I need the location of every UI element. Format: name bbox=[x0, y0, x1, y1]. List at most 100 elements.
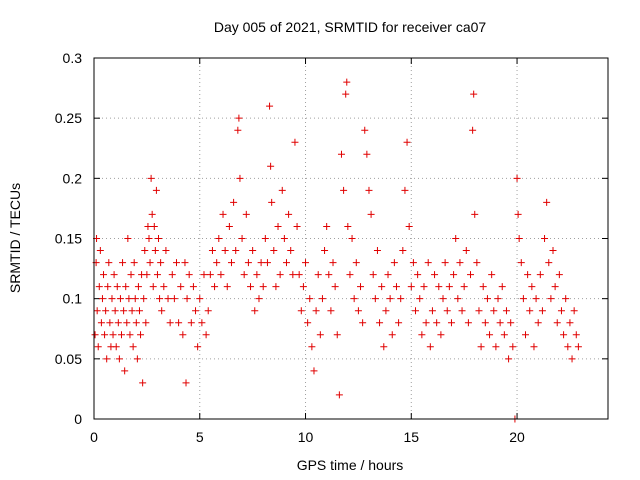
x-axis-label: GPS time / hours bbox=[297, 457, 404, 473]
data-point bbox=[175, 319, 183, 327]
data-point bbox=[403, 138, 411, 146]
data-point bbox=[390, 259, 398, 267]
data-point bbox=[420, 283, 428, 291]
data-point bbox=[282, 259, 290, 267]
data-point bbox=[477, 343, 485, 351]
data-point bbox=[318, 295, 326, 303]
data-point bbox=[363, 150, 371, 158]
data-point bbox=[452, 235, 460, 242]
data-point bbox=[140, 295, 148, 303]
y-tick-label: 0.05 bbox=[55, 351, 82, 367]
data-point bbox=[152, 186, 160, 194]
data-point bbox=[494, 295, 502, 303]
data-point bbox=[346, 271, 354, 279]
data-point bbox=[95, 283, 103, 291]
data-point bbox=[397, 295, 405, 303]
y-tick-label: 0 bbox=[74, 411, 82, 427]
data-point bbox=[424, 259, 432, 267]
data-point bbox=[414, 271, 422, 279]
data-point bbox=[388, 331, 396, 339]
data-point bbox=[348, 235, 356, 242]
data-point bbox=[266, 102, 274, 110]
data-point bbox=[160, 283, 168, 291]
data-point bbox=[105, 259, 113, 267]
data-point bbox=[378, 283, 386, 291]
data-point bbox=[94, 343, 102, 351]
data-point bbox=[407, 283, 415, 291]
data-point bbox=[98, 295, 106, 303]
data-point bbox=[325, 271, 333, 279]
data-point bbox=[297, 307, 305, 315]
data-point bbox=[409, 259, 417, 267]
data-point bbox=[337, 150, 345, 158]
data-point bbox=[308, 343, 316, 351]
data-point bbox=[456, 259, 464, 267]
data-point bbox=[149, 283, 157, 291]
data-point bbox=[247, 283, 255, 291]
data-point bbox=[431, 271, 439, 279]
data-point bbox=[350, 295, 358, 303]
data-point bbox=[150, 222, 158, 230]
data-point bbox=[562, 295, 570, 303]
data-point bbox=[471, 210, 479, 218]
x-tick-label: 5 bbox=[196, 429, 204, 445]
data-point bbox=[221, 247, 229, 255]
data-point bbox=[223, 283, 231, 291]
point-layer bbox=[91, 78, 582, 423]
data-point bbox=[102, 307, 110, 315]
data-point bbox=[114, 319, 122, 327]
data-point bbox=[435, 283, 443, 291]
data-point bbox=[321, 247, 329, 255]
data-point bbox=[125, 295, 133, 303]
data-point bbox=[426, 343, 434, 351]
data-point bbox=[135, 307, 143, 315]
data-point bbox=[534, 319, 542, 327]
data-point bbox=[289, 271, 297, 279]
data-point bbox=[519, 295, 527, 303]
data-point bbox=[189, 283, 197, 291]
data-point bbox=[344, 222, 352, 230]
data-point bbox=[101, 331, 109, 339]
data-point bbox=[146, 259, 154, 267]
data-point bbox=[285, 210, 293, 218]
data-point bbox=[454, 295, 462, 303]
data-point bbox=[460, 283, 468, 291]
data-point bbox=[251, 307, 259, 315]
data-point bbox=[441, 259, 449, 267]
data-point bbox=[483, 295, 491, 303]
data-point bbox=[127, 271, 135, 279]
data-point bbox=[538, 307, 546, 315]
data-point bbox=[306, 295, 314, 303]
data-point bbox=[156, 295, 164, 303]
data-point bbox=[526, 307, 534, 315]
data-point bbox=[551, 283, 559, 291]
data-point bbox=[177, 283, 185, 291]
data-point bbox=[217, 271, 225, 279]
data-point bbox=[123, 319, 131, 327]
data-point bbox=[196, 295, 204, 303]
data-point bbox=[524, 271, 532, 279]
data-point bbox=[200, 271, 208, 279]
data-point bbox=[547, 295, 555, 303]
data-point bbox=[422, 319, 430, 327]
data-point bbox=[371, 295, 379, 303]
data-point bbox=[133, 355, 141, 363]
data-point bbox=[361, 126, 369, 134]
data-point bbox=[144, 222, 152, 230]
data-point bbox=[131, 295, 139, 303]
data-point bbox=[108, 295, 116, 303]
data-point bbox=[227, 259, 235, 267]
data-point bbox=[553, 319, 561, 327]
y-tick-label: 0.3 bbox=[63, 50, 83, 66]
data-point bbox=[106, 319, 114, 327]
data-point bbox=[93, 307, 101, 315]
data-point bbox=[215, 235, 223, 242]
chart-title: Day 005 of 2021, SRMTID for receiver ca0… bbox=[214, 19, 487, 35]
data-point bbox=[97, 319, 105, 327]
data-point bbox=[384, 271, 392, 279]
data-point bbox=[172, 259, 180, 267]
data-point bbox=[416, 295, 424, 303]
data-point bbox=[213, 259, 221, 267]
data-point bbox=[287, 247, 295, 255]
data-point bbox=[126, 331, 134, 339]
